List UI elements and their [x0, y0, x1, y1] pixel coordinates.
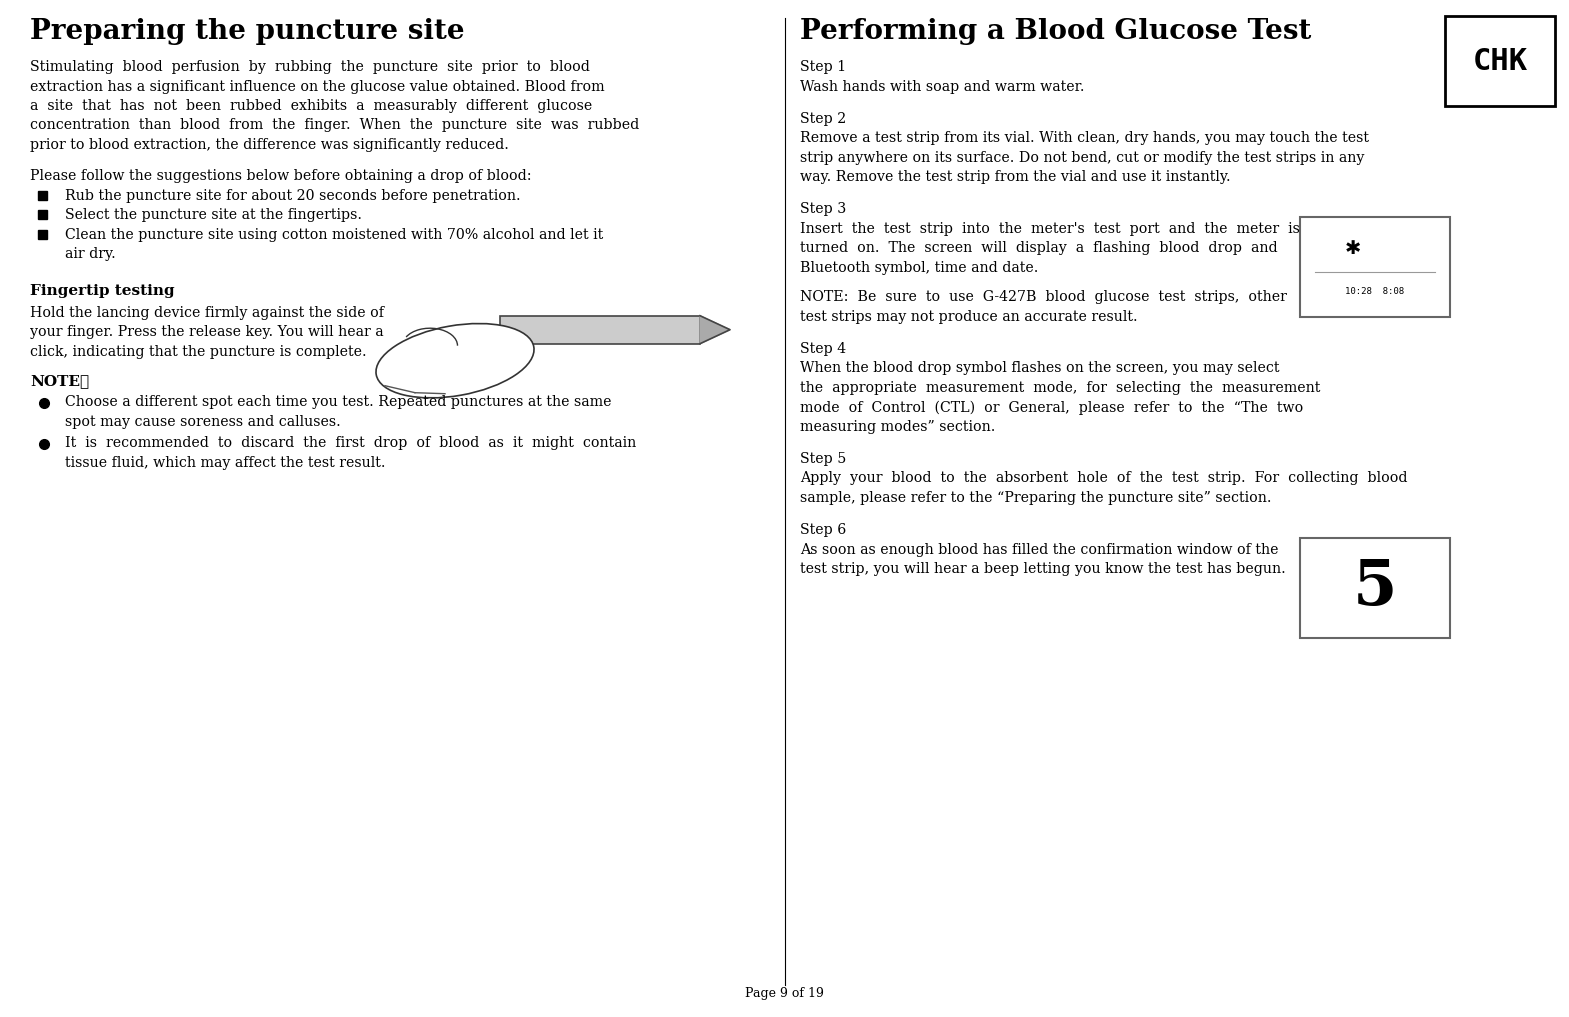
Bar [1301, 217, 1450, 317]
Bar [1301, 538, 1450, 638]
Text: sample, please refer to the “Preparing the puncture site” section.: sample, please refer to the “Preparing t… [800, 491, 1271, 505]
Text: tissue fluid, which may affect the test result.: tissue fluid, which may affect the test … [64, 456, 386, 470]
Text: Wash hands with soap and warm water.: Wash hands with soap and warm water. [800, 79, 1084, 94]
Bar [501, 315, 700, 344]
Text: the  appropriate  measurement  mode,  for  selecting  the  measurement: the appropriate measurement mode, for se… [800, 380, 1321, 395]
Text: Bluetooth symbol, time and date.: Bluetooth symbol, time and date. [800, 260, 1039, 275]
Text: concentration  than  blood  from  the  finger.  When  the  puncture  site  was  : concentration than blood from the finger… [30, 119, 639, 132]
Text: Select the puncture site at the fingertips.: Select the puncture site at the fingerti… [64, 208, 362, 222]
Text: a  site  that  has  not  been  rubbed  exhibits  a  measurably  different  gluco: a site that has not been rubbed exhibits… [30, 99, 592, 113]
Text: Performing a Blood Glucose Test: Performing a Blood Glucose Test [800, 18, 1312, 45]
Text: Preparing the puncture site: Preparing the puncture site [30, 18, 464, 45]
Text: Clean the puncture site using cotton moistened with 70% alcohol and let it: Clean the puncture site using cotton moi… [64, 228, 602, 242]
Text: When the blood drop symbol flashes on the screen, you may select: When the blood drop symbol flashes on th… [800, 361, 1279, 375]
Text: As soon as enough blood has filled the confirmation window of the: As soon as enough blood has filled the c… [800, 543, 1279, 556]
Text: Step 3: Step 3 [800, 202, 846, 217]
Text: way. Remove the test strip from the vial and use it instantly.: way. Remove the test strip from the vial… [800, 170, 1230, 184]
Ellipse shape [377, 323, 533, 398]
Text: Choose a different spot each time you test. Repeated punctures at the same: Choose a different spot each time you te… [64, 396, 612, 410]
Text: Page 9 of 19: Page 9 of 19 [745, 988, 824, 1000]
Text: Fingertip testing: Fingertip testing [30, 284, 174, 298]
Text: NOTE：: NOTE： [30, 374, 89, 387]
Text: ✱: ✱ [1345, 239, 1360, 258]
Text: 10:28  8:08: 10:28 8:08 [1346, 287, 1404, 296]
Text: turned  on.  The  screen  will  display  a  flashing  blood  drop  and: turned on. The screen will display a fla… [800, 241, 1277, 255]
Text: Step 5: Step 5 [800, 452, 846, 466]
Text: extraction has a significant influence on the glucose value obtained. Blood from: extraction has a significant influence o… [30, 79, 604, 94]
Text: air dry.: air dry. [64, 247, 116, 261]
Text: measuring modes” section.: measuring modes” section. [800, 420, 995, 434]
Text: CHK: CHK [1472, 47, 1528, 75]
Text: Stimulating  blood  perfusion  by  rubbing  the  puncture  site  prior  to  bloo: Stimulating blood perfusion by rubbing t… [30, 60, 590, 74]
Text: click, indicating that the puncture is complete.: click, indicating that the puncture is c… [30, 345, 367, 359]
Text: test strip, you will hear a beep letting you know the test has begun.: test strip, you will hear a beep letting… [800, 562, 1285, 576]
Bar [38, 191, 47, 199]
Text: Step 2: Step 2 [800, 112, 846, 126]
Text: Insert  the  test  strip  into  the  meter's  test  port  and  the  meter  is: Insert the test strip into the meter's t… [800, 222, 1299, 236]
Bar [1445, 16, 1555, 106]
Text: test strips may not produce an accurate result.: test strips may not produce an accurate … [800, 309, 1138, 323]
Bar [38, 211, 47, 220]
Text: Apply  your  blood  to  the  absorbent  hole  of  the  test  strip.  For  collec: Apply your blood to the absorbent hole o… [800, 472, 1407, 485]
Text: Step 6: Step 6 [800, 523, 846, 537]
Text: It  is  recommended  to  discard  the  first  drop  of  blood  as  it  might  co: It is recommended to discard the first d… [64, 436, 637, 451]
Text: Step 4: Step 4 [800, 342, 846, 356]
Text: Remove a test strip from its vial. With clean, dry hands, you may touch the test: Remove a test strip from its vial. With … [800, 131, 1370, 145]
Polygon shape [700, 315, 730, 344]
Text: NOTE:  Be  sure  to  use  G-427B  blood  glucose  test  strips,  other: NOTE: Be sure to use G-427B blood glucos… [800, 290, 1287, 304]
Text: Please follow the suggestions below before obtaining a drop of blood:: Please follow the suggestions below befo… [30, 169, 532, 183]
Text: Rub the puncture site for about 20 seconds before penetration.: Rub the puncture site for about 20 secon… [64, 189, 521, 202]
Bar [38, 230, 47, 239]
Text: strip anywhere on its surface. Do not bend, cut or modify the test strips in any: strip anywhere on its surface. Do not be… [800, 151, 1365, 165]
Text: spot may cause soreness and calluses.: spot may cause soreness and calluses. [64, 415, 340, 429]
Text: your finger. Press the release key. You will hear a: your finger. Press the release key. You … [30, 325, 384, 340]
Text: 5: 5 [1352, 557, 1398, 618]
Text: prior to blood extraction, the difference was significantly reduced.: prior to blood extraction, the differenc… [30, 138, 508, 152]
Text: mode  of  Control  (CTL)  or  General,  please  refer  to  the  “The  two: mode of Control (CTL) or General, please… [800, 401, 1304, 415]
Text: Step 1: Step 1 [800, 60, 846, 74]
Text: Hold the lancing device firmly against the side of: Hold the lancing device firmly against t… [30, 306, 384, 319]
